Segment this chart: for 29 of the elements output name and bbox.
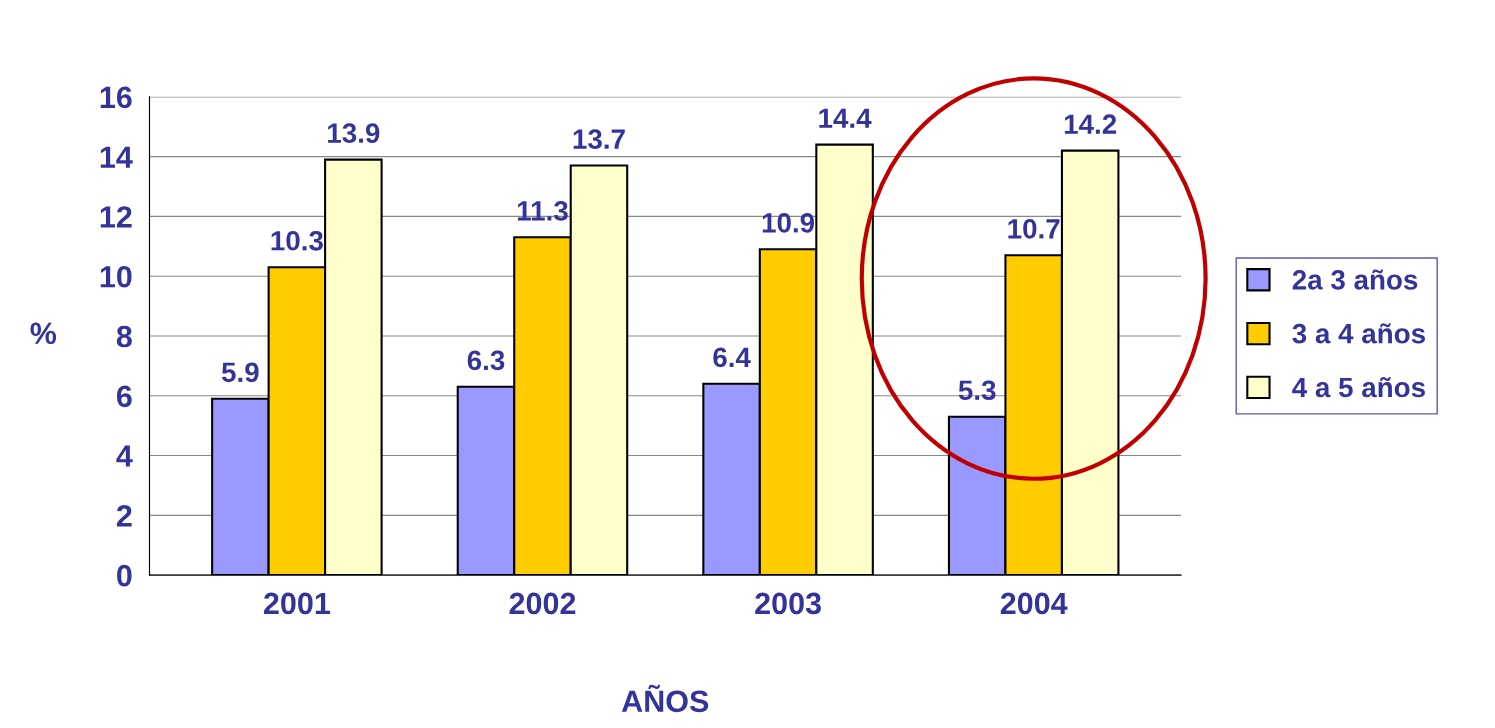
data-label: 10.3 <box>271 230 323 251</box>
y-tick-label: 6 <box>116 385 132 408</box>
y-axis-title: % <box>30 322 57 345</box>
x-tick-label: 2004 <box>1000 592 1068 615</box>
x-tick-label: 2003 <box>755 592 821 615</box>
data-label: 10.9 <box>762 213 815 233</box>
data-label: 13.9 <box>328 123 380 144</box>
data-label: 6.3 <box>467 350 505 371</box>
legend-label: 4 a 5 años <box>1292 377 1425 398</box>
y-tick-label: 12 <box>100 206 132 228</box>
y-tick-label: 16 <box>100 86 132 109</box>
x-tick-label: 2002 <box>509 592 576 615</box>
data-label: 6.4 <box>713 347 751 368</box>
y-tick-label: 8 <box>116 325 132 348</box>
x-axis-title: AÑOS <box>621 684 709 713</box>
data-label: 10.7 <box>1008 218 1060 239</box>
legend-label: 2a 3 años <box>1292 269 1418 290</box>
y-tick-label: 2 <box>116 505 132 527</box>
y-tick-label: 14 <box>100 146 133 168</box>
data-label: 5.3 <box>958 380 996 401</box>
y-tick-label: 4 <box>116 445 133 467</box>
y-tick-label: 10 <box>100 265 132 288</box>
y-tick-label: 0 <box>117 564 132 587</box>
x-tick-label: 2001 <box>263 592 330 615</box>
legend-label: 3 a 4 años <box>1292 323 1425 344</box>
data-label: 5.9 <box>221 362 259 383</box>
data-label: 13.7 <box>573 129 625 150</box>
data-label: 14.4 <box>819 108 872 128</box>
data-label: 14.2 <box>1064 114 1117 134</box>
